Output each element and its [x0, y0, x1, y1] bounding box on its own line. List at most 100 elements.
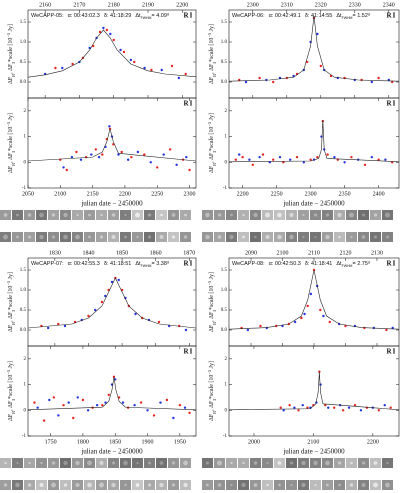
thumbnail-star	[39, 212, 44, 218]
thumbnail-star	[99, 461, 104, 465]
data-point	[122, 50, 126, 54]
data-point	[143, 153, 146, 156]
data-point	[120, 150, 123, 154]
data-point	[389, 406, 392, 409]
dec: δ: 41:14:55	[305, 13, 333, 19]
thumbnail	[96, 210, 107, 220]
thumbnail-star	[277, 234, 282, 240]
thumbnail-star	[51, 461, 56, 465]
data-point	[350, 155, 353, 159]
y-label-part: −5	[207, 32, 212, 38]
data-point	[244, 80, 248, 84]
thumbnail	[358, 458, 369, 468]
y-label-part: ΔF	[8, 324, 14, 332]
data-point	[303, 312, 306, 316]
thumbnail-star	[205, 212, 210, 218]
thumbnail-star	[290, 483, 293, 487]
thumbnail-star	[124, 235, 127, 239]
thumbnail	[132, 458, 143, 468]
plot-frame	[228, 345, 400, 437]
data-point	[57, 414, 60, 417]
x-tick-label: 1750	[45, 439, 57, 445]
thumbnail	[298, 210, 309, 220]
thumbnail-star	[39, 482, 44, 488]
data-point	[282, 409, 285, 412]
y-label-part: , ΔF	[209, 63, 215, 74]
y-label-part: Jy]	[8, 113, 14, 122]
data-point	[90, 153, 93, 156]
y-label-part: I	[212, 310, 217, 312]
thumbnail	[286, 232, 297, 242]
data-point	[370, 80, 373, 84]
data-point	[251, 163, 254, 167]
y-tick-label: -1	[22, 434, 27, 439]
thumbnail-star	[171, 461, 176, 465]
plot-area	[229, 268, 399, 332]
plot-area	[28, 125, 196, 172]
legend-entry: R	[183, 348, 189, 356]
thumbnail	[322, 232, 333, 242]
dt-value: = 3.38ᵈ	[151, 260, 169, 267]
x-tick-label: 2120	[339, 250, 351, 256]
thumbnail	[144, 210, 155, 220]
y-label-part: ΔF	[209, 76, 215, 84]
y-axis-label: ΔFR, ΔFI*scale [10−5 Jy]	[207, 361, 217, 421]
data-point	[46, 326, 50, 330]
thumbnail-star	[386, 461, 389, 465]
y-tick-label: 0.0	[221, 328, 228, 333]
annotation: WeCAPP-08: α: 00:42:50.3 δ: 41:18:41 ΔtFWHM…	[232, 260, 370, 267]
thumbnail-star	[373, 213, 378, 217]
thumbnail-star	[159, 482, 164, 488]
y-label-part: I	[11, 151, 16, 153]
thumbnail-star	[159, 461, 164, 465]
thumbnail-star	[171, 213, 176, 217]
thumbnail	[36, 210, 47, 220]
thumbnail-star	[338, 235, 341, 239]
thumbnail	[238, 480, 249, 490]
thumbnail-star	[63, 483, 68, 487]
y-label-part: ΔF	[209, 324, 215, 332]
data-point	[95, 403, 99, 407]
data-point	[57, 322, 60, 326]
y-label-part: *scale [10	[209, 286, 215, 311]
data-point	[297, 409, 300, 412]
dt-sub: FWHM	[342, 264, 353, 268]
data-point	[112, 38, 115, 42]
dt-value: = 2.75ᵈ	[352, 260, 370, 267]
data-point	[293, 406, 296, 409]
y-label-part: −5	[207, 121, 212, 127]
data-point	[258, 76, 261, 80]
y-tick-label: 1	[24, 135, 27, 140]
thumbnail-star	[242, 235, 245, 239]
data-point	[272, 80, 275, 84]
data-point	[62, 166, 65, 169]
thumbnail-star	[349, 483, 354, 487]
data-point	[105, 28, 109, 32]
thumbnail	[382, 458, 393, 468]
model-curve	[28, 277, 196, 329]
thumbnail	[262, 210, 273, 220]
data-point	[152, 414, 156, 417]
data-point	[67, 401, 70, 404]
thumbnail	[226, 232, 237, 242]
data-point	[75, 150, 78, 154]
thumbnail-star	[147, 483, 152, 487]
dt-sub: FWHM	[141, 264, 152, 268]
thumbnail-star	[16, 213, 19, 217]
thumbnail	[250, 458, 261, 468]
thumbnail-star	[135, 212, 140, 218]
dec: δ: 41:18:41	[305, 261, 333, 267]
thumbnail-star	[326, 483, 329, 487]
plot-frame	[27, 345, 197, 437]
thumbnail	[370, 232, 381, 242]
y-label-part: Jy]	[209, 24, 215, 33]
annotation: WeCAPP-07: α: 00:42:55.3 δ: 41:18:51 ΔtFWHM…	[31, 260, 169, 267]
data-point	[157, 320, 161, 324]
thumbnail	[262, 480, 273, 490]
x-axis-label: julian date − 2450000	[282, 448, 345, 456]
legend-entry: R	[183, 100, 189, 108]
data-point	[316, 32, 319, 36]
legend-entry: R	[386, 260, 392, 268]
thumbnail-star	[277, 212, 282, 218]
y-label-part: ΔF	[8, 76, 14, 84]
